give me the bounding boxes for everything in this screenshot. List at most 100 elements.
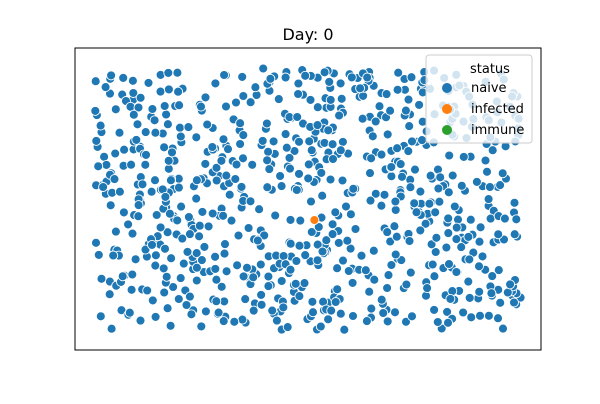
- point-naive: [238, 153, 248, 164]
- point-naive: [255, 259, 266, 270]
- point-naive: [295, 215, 306, 226]
- point-naive: [422, 283, 433, 294]
- point-naive: [261, 118, 272, 129]
- point-naive: [330, 207, 341, 218]
- point-naive: [313, 222, 324, 232]
- point-naive: [285, 238, 296, 249]
- point-naive: [117, 271, 128, 282]
- point-naive: [245, 97, 256, 108]
- chart-title: Day: 0: [282, 25, 333, 44]
- point-naive: [360, 265, 371, 276]
- point-naive: [480, 155, 491, 166]
- point-naive: [210, 263, 221, 274]
- point-naive: [361, 316, 372, 327]
- point-naive: [135, 92, 146, 103]
- point-naive: [382, 316, 393, 327]
- point-naive: [104, 289, 115, 300]
- point-naive: [483, 194, 494, 205]
- point-naive: [150, 260, 161, 271]
- point-infected: [309, 215, 320, 225]
- point-naive: [300, 250, 311, 261]
- point-naive: [146, 186, 157, 197]
- point-naive: [321, 235, 332, 246]
- point-naive: [474, 286, 485, 297]
- point-naive: [292, 112, 303, 122]
- point-naive: [238, 271, 249, 282]
- point-naive: [264, 164, 275, 175]
- point-naive: [433, 183, 444, 194]
- legend-label-infected: infected: [471, 102, 524, 117]
- point-naive: [327, 219, 338, 230]
- point-naive: [386, 162, 397, 172]
- point-naive: [323, 314, 334, 325]
- point-naive: [186, 309, 197, 320]
- point-naive: [238, 91, 249, 101]
- point-naive: [369, 274, 380, 285]
- point-naive: [328, 154, 338, 164]
- point-naive: [458, 151, 469, 162]
- point-naive: [431, 232, 442, 243]
- point-naive: [199, 241, 210, 252]
- point-naive: [417, 135, 427, 146]
- point-naive: [226, 215, 237, 226]
- point-naive: [365, 195, 376, 206]
- point-naive: [343, 266, 354, 276]
- point-naive: [443, 213, 454, 224]
- point-naive: [95, 120, 106, 131]
- point-naive: [299, 278, 310, 289]
- point-naive: [348, 183, 359, 194]
- point-naive: [210, 78, 221, 89]
- point-naive: [284, 152, 295, 163]
- point-naive: [466, 312, 477, 323]
- point-naive: [430, 207, 441, 218]
- point-naive: [147, 295, 158, 306]
- point-naive: [414, 99, 425, 110]
- point-naive: [294, 291, 305, 302]
- point-naive: [304, 136, 315, 147]
- point-naive: [404, 121, 415, 132]
- point-naive: [350, 224, 361, 234]
- point-naive: [483, 310, 494, 321]
- point-naive: [216, 281, 227, 292]
- point-naive: [475, 310, 485, 321]
- point-naive: [230, 174, 241, 184]
- point-naive: [90, 105, 101, 116]
- point-naive: [211, 274, 222, 285]
- point-naive: [143, 77, 154, 88]
- point-naive: [216, 155, 227, 166]
- point-naive: [126, 159, 137, 170]
- point-naive: [475, 222, 486, 233]
- point-naive: [429, 304, 440, 315]
- point-naive: [191, 175, 202, 186]
- point-naive: [137, 179, 148, 190]
- point-naive: [337, 175, 348, 186]
- point-naive: [243, 223, 254, 233]
- point-naive: [123, 219, 134, 230]
- point-naive: [281, 142, 292, 153]
- point-naive: [114, 127, 125, 138]
- point-naive: [127, 269, 138, 280]
- point-naive: [91, 237, 101, 248]
- point-naive: [495, 297, 506, 308]
- point-naive: [247, 159, 258, 170]
- point-naive: [237, 314, 248, 325]
- point-naive: [133, 102, 144, 113]
- legend-box: [425, 54, 533, 144]
- point-naive: [409, 198, 420, 209]
- legend: status naive infected immune: [425, 54, 533, 144]
- point-naive: [403, 94, 414, 105]
- point-naive: [509, 297, 519, 308]
- point-naive: [493, 265, 504, 276]
- point-naive: [291, 185, 302, 195]
- point-naive: [176, 201, 187, 212]
- point-naive: [118, 72, 129, 83]
- legend-marker-naive: [442, 83, 452, 93]
- point-naive: [432, 317, 443, 327]
- point-naive: [263, 146, 274, 157]
- point-naive: [305, 94, 316, 105]
- point-naive: [319, 67, 330, 78]
- point-naive: [108, 250, 119, 261]
- point-naive: [221, 101, 231, 112]
- point-naive: [308, 307, 318, 318]
